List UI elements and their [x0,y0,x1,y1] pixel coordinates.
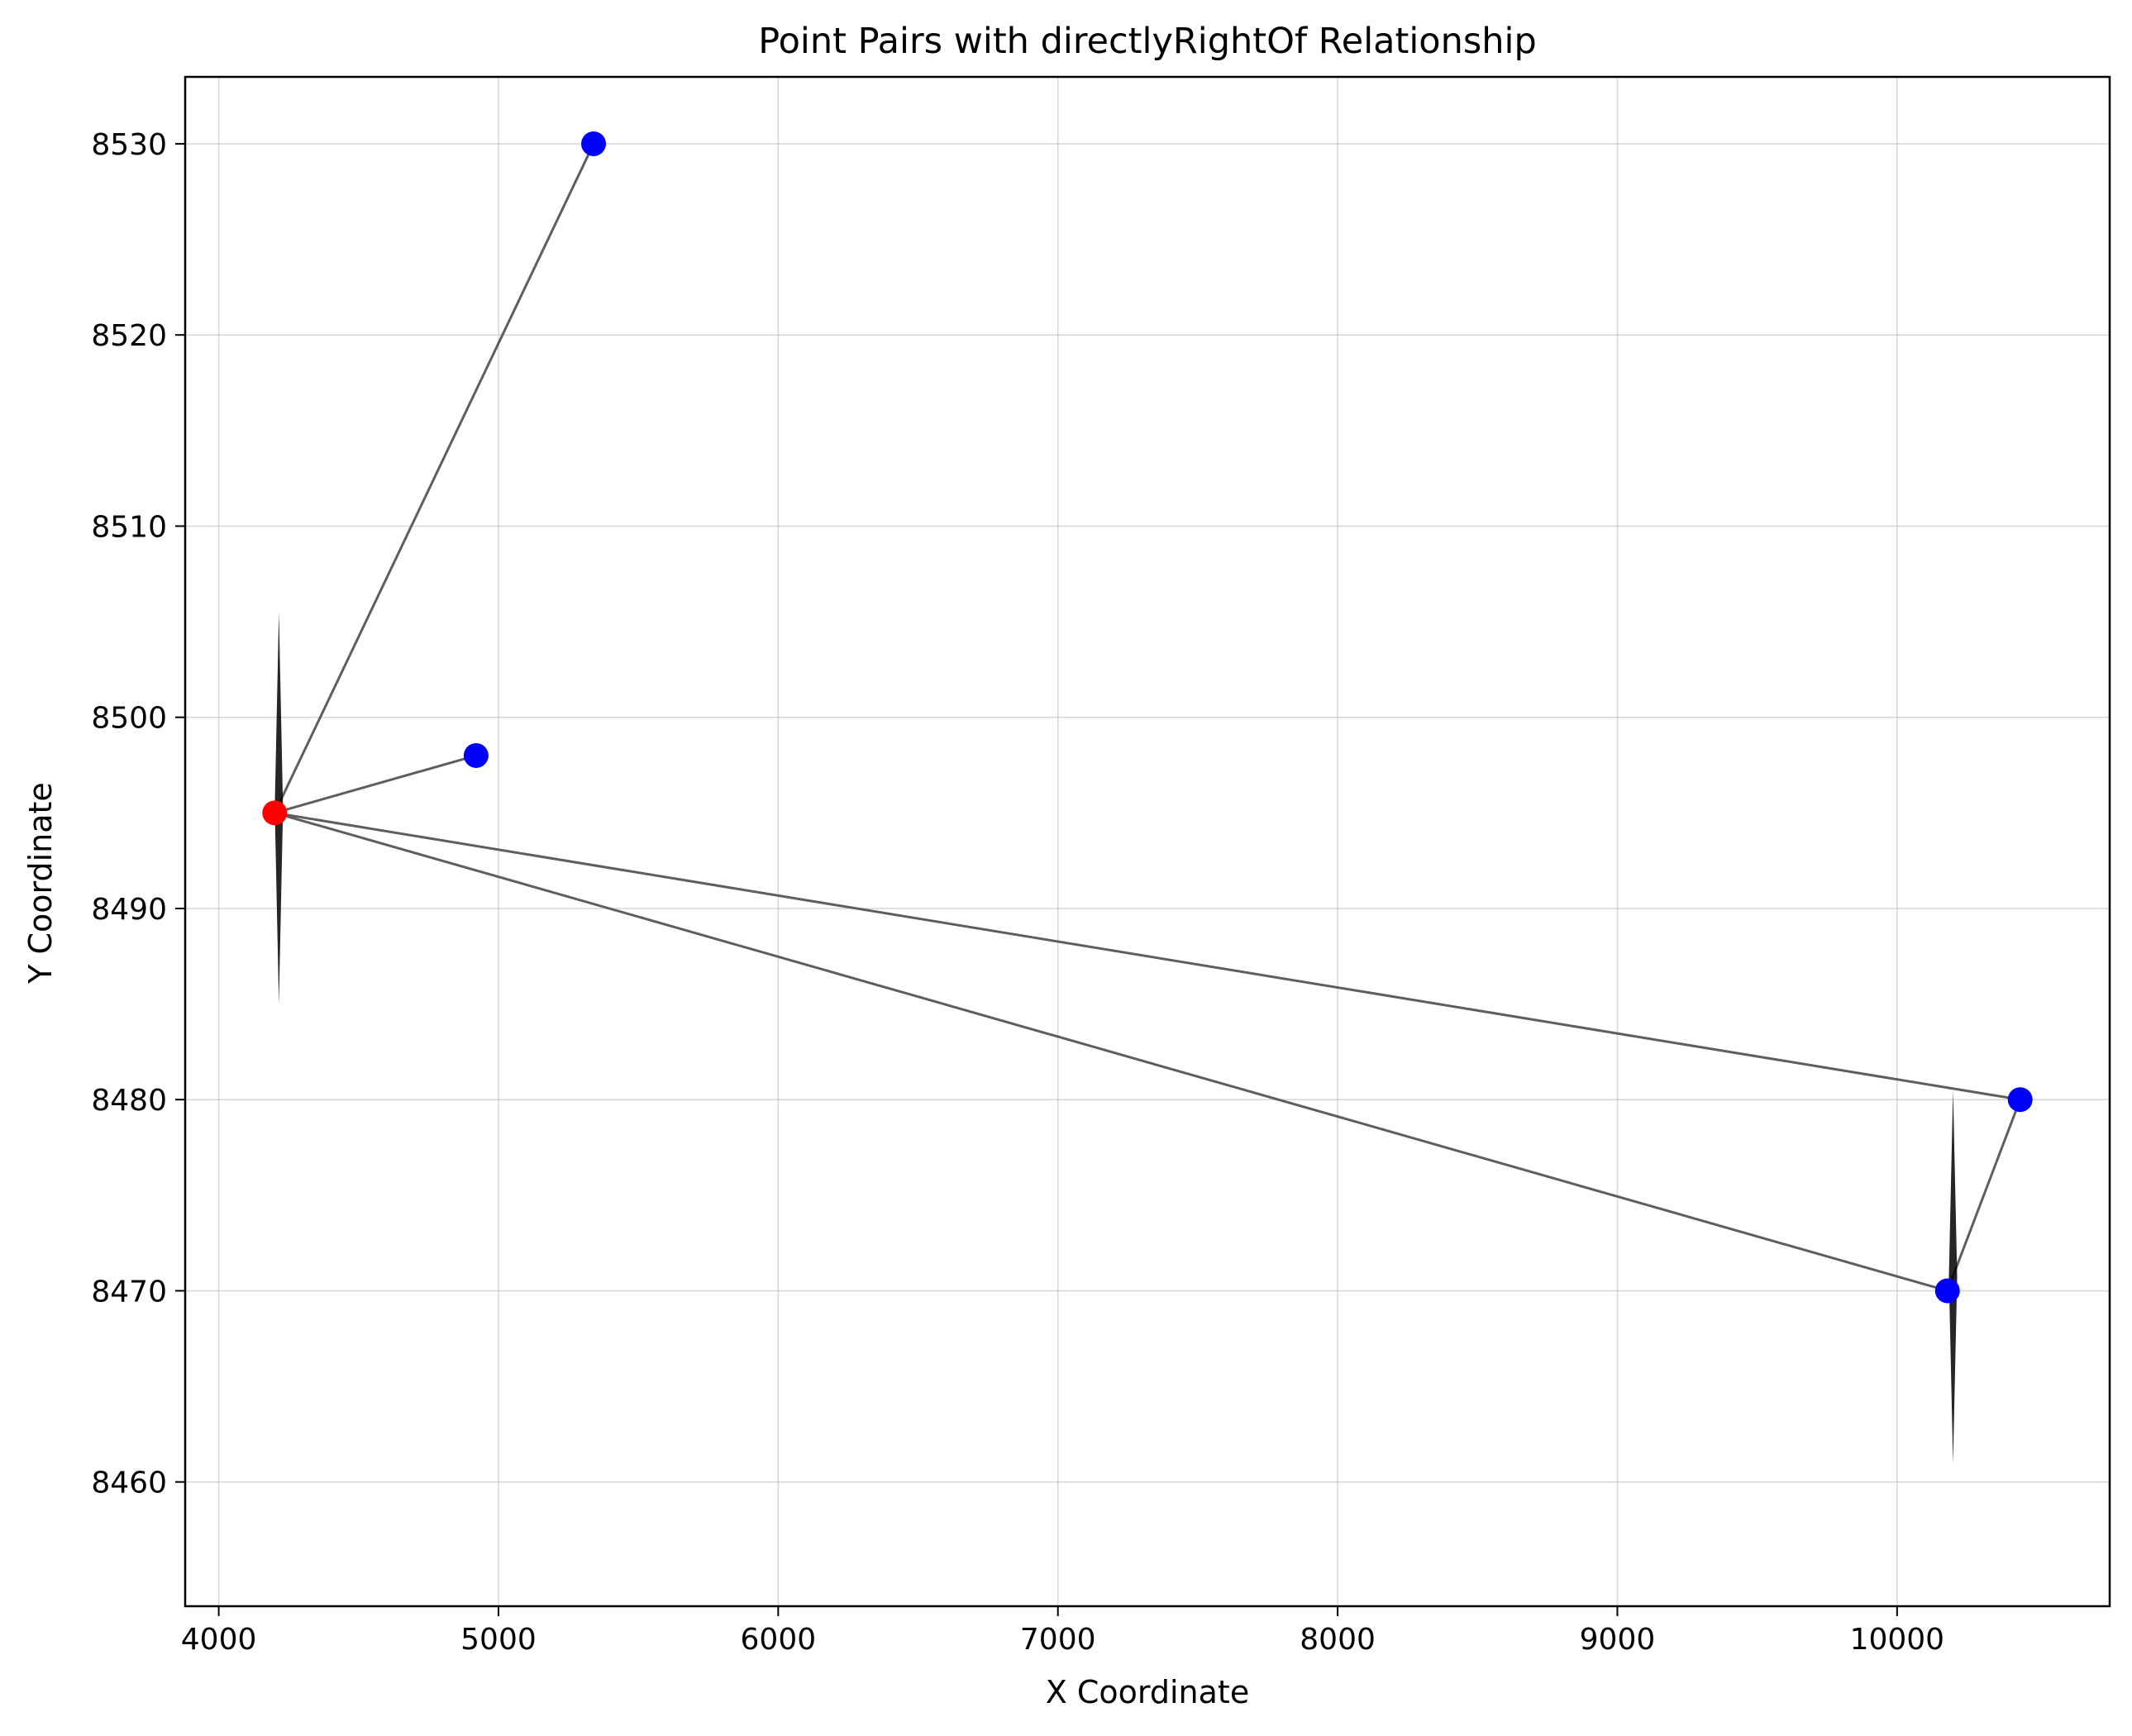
y-tick-label: 8510 [91,510,167,544]
y-axis-label: Y Coordinate [22,782,59,985]
related-point [1934,1278,1960,1304]
related-point [463,742,489,768]
reference-point [262,800,288,826]
x-tick-label: 8000 [1300,1623,1376,1657]
y-tick-label: 8500 [91,702,167,736]
related-point [2007,1087,2033,1113]
connection-line [273,143,595,813]
x-tick-label: 7000 [1020,1623,1096,1657]
x-tick-label: 9000 [1580,1623,1656,1657]
y-tick-label: 8480 [91,1084,167,1118]
plot-frame [184,75,2111,1608]
y-tick-label: 8470 [91,1275,167,1309]
y-tick-label: 8530 [91,128,167,162]
chart-title: Point Pairs with directlyRightOf Relatio… [758,21,1537,62]
x-axis-ticks: 4000 5000 6000 7000 8000 9000 10000 [181,1606,1944,1657]
connection-line [274,811,2020,1101]
x-tick-label: 4000 [181,1623,257,1657]
x-axis-label: X Coordinate [1046,1674,1249,1710]
connection-lines [273,143,2022,1292]
connection-line [1946,1099,2022,1291]
connection-line [274,754,477,814]
data-points [262,131,2033,1304]
x-tick-label: 6000 [741,1623,817,1657]
x-tick-label: 5000 [460,1623,537,1657]
y-tick-label: 8460 [91,1467,167,1500]
y-tick-label: 8520 [91,319,167,353]
vertical-arrow [1948,1090,1958,1463]
connection-line [274,811,1948,1292]
x-tick-label: 10000 [1850,1623,1945,1657]
y-axis-ticks: 8460 8470 8480 8490 8500 8510 8520 8530 [91,128,185,1500]
y-tick-label: 8490 [91,893,167,927]
related-point [581,131,607,156]
grid [185,77,2110,1606]
